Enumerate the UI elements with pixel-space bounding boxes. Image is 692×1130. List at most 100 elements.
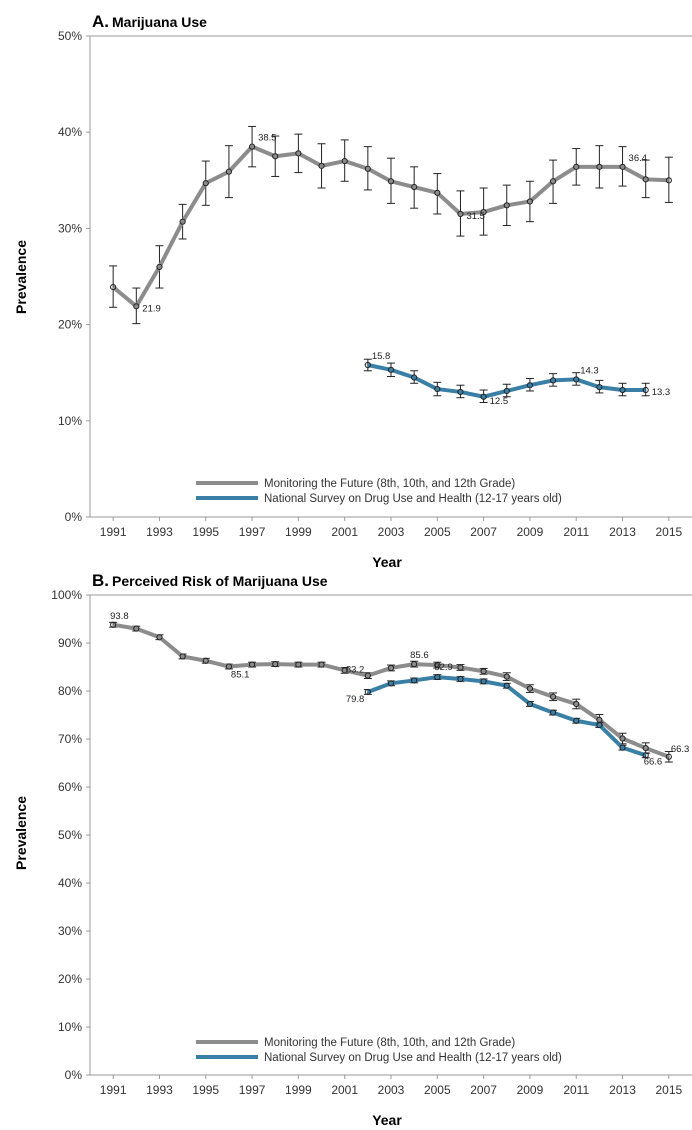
panel-b-y-tick-label: 100% xyxy=(51,588,82,602)
panel-a-letter: A. xyxy=(92,12,109,31)
panel-a-x-tick-label: 2001 xyxy=(331,525,358,539)
panel-a-mtf-data-point xyxy=(133,303,140,310)
panel-b-y-tick-label: 80% xyxy=(58,684,82,698)
panel-b-x-axis-title: Year xyxy=(372,1112,402,1128)
panel-b-legend: Monitoring the Future (8th, 10th, and 12… xyxy=(196,1037,562,1064)
panel-a-data-label: 21.9 xyxy=(142,303,161,314)
panel-a-mtf-data-point xyxy=(549,178,557,185)
panel-b-nsduh-series-line xyxy=(367,675,647,758)
panel-a-mtf-data-point xyxy=(156,263,163,270)
panel-a-x-tick-label: 1993 xyxy=(146,525,173,539)
panel-b-nsduh-data-point xyxy=(387,680,395,687)
panel-a-title: Marijuana Use xyxy=(112,14,207,30)
panel-b-data-label: 66.6 xyxy=(644,756,663,767)
panel-a-mtf-data-point xyxy=(457,210,464,218)
panel-b-y-tick-label: 50% xyxy=(58,828,82,842)
panel-b-mtf-data-point xyxy=(295,661,302,668)
panel-a-data-label: 13.3 xyxy=(652,387,671,398)
panel-b-y-tick-label: 10% xyxy=(58,1020,82,1034)
panel-b-mtf-data-point xyxy=(434,661,441,669)
panel-a-nsduh-data-point xyxy=(457,388,464,396)
panel-a-x-tick-label: 2005 xyxy=(424,525,451,539)
panel-a-data-label: 31.5 xyxy=(466,211,485,222)
panel-b-letter: B. xyxy=(92,571,109,590)
panel-b-nsduh-data-point xyxy=(596,721,603,729)
panel-a-mtf-data-point xyxy=(387,178,395,185)
panel-a-y-axis-title: Prevalence xyxy=(13,240,29,314)
panel-a-mtf-data-point xyxy=(503,202,510,209)
panel-a-mtf-series-line xyxy=(111,144,669,309)
panel-a-nsduh-data-point xyxy=(619,386,626,394)
panel-b-mtf-data-point xyxy=(619,735,626,742)
panel-a-data-label: 38.5 xyxy=(258,133,277,144)
panel-a-legend-nsduh-label: National Survey on Drug Use and Health (… xyxy=(264,493,562,505)
panel-b-mtf-data-point xyxy=(272,661,279,668)
panel-b-x-tick-label: 1995 xyxy=(192,1083,219,1097)
panel-b-mtf-data-point xyxy=(341,667,348,674)
panel-a-data-label: 36.4 xyxy=(629,153,648,164)
panel-b-data-label: 93.8 xyxy=(110,611,128,622)
panel-b-mtf-data-point xyxy=(202,657,209,664)
panel-a-y-tick-label: 0% xyxy=(65,510,83,524)
panel-b-plot-area: 0% 10% 20% 30% 40% 50% 60% 70% 80% 90% 100% 1991 199… xyxy=(51,588,692,1097)
panel-a-nsduh-series-line xyxy=(367,363,646,399)
panel-a-x-tick-label: 1997 xyxy=(239,525,266,539)
panel-b-mtf-data-point xyxy=(318,661,325,668)
panel-b-perceived-risk: B. Perceived Risk of Marijuana Use 0% 10%… xyxy=(13,571,692,1128)
panel-b-mtf-data-point xyxy=(110,621,117,628)
panel-a-x-tick-label: 2011 xyxy=(563,525,589,539)
panel-a-nsduh-data-point xyxy=(549,377,557,384)
panel-a-x-tick-label: 2013 xyxy=(609,525,636,539)
panel-a-nsduh-data-point xyxy=(364,361,371,369)
panel-a-mtf-data-point xyxy=(110,283,117,291)
panel-b-x-tick-label: 2003 xyxy=(378,1083,405,1097)
panel-a-mtf-data-point xyxy=(341,157,348,165)
panel-a-nsduh-data-point xyxy=(434,385,441,393)
panel-b-legend-mtf-label: Monitoring the Future (8th, 10th, and 12… xyxy=(264,1037,515,1049)
panel-b-x-tick-label: 2015 xyxy=(655,1083,682,1097)
panel-a-marijuana-use: A. Marijuana Use 0% 10% 20% 30% 40% 50% 1991 19… xyxy=(13,12,692,570)
panel-a-x-tick-label: 2007 xyxy=(470,525,497,539)
panel-b-y-tick-label: 70% xyxy=(58,732,82,746)
panel-a-nsduh-data-point xyxy=(573,376,580,383)
panel-b-data-label: 66.3 xyxy=(671,744,690,755)
panel-b-nsduh-data-point xyxy=(619,744,626,751)
panel-b-title: Perceived Risk of Marijuana Use xyxy=(112,573,328,589)
panel-b-y-tick-label: 30% xyxy=(58,924,82,938)
panel-b-data-label: 85.1 xyxy=(231,670,250,681)
panel-b-y-axis-title: Prevalence xyxy=(13,796,29,870)
panel-b-mtf-data-point xyxy=(179,653,186,660)
panel-a-nsduh-data-point xyxy=(526,382,534,389)
panel-b-data-label: 82.9 xyxy=(434,662,453,673)
panel-a-mtf-data-point xyxy=(480,208,487,216)
panel-b-data-label: 85.6 xyxy=(410,650,429,661)
panel-b-mtf-data-point xyxy=(573,700,580,708)
panel-b-mtf-data-point xyxy=(526,685,534,692)
panel-b-x-tick-label: 2009 xyxy=(517,1083,544,1097)
panel-b-x-tick-label: 2011 xyxy=(563,1083,589,1097)
panel-a-x-tick-label: 1999 xyxy=(285,525,312,539)
panel-b-nsduh-data-point xyxy=(411,677,418,684)
panel-b-nsduh-data-point xyxy=(549,709,557,716)
panel-b-mtf-data-point xyxy=(133,625,140,632)
panel-a-x-tick-label: 2003 xyxy=(378,525,405,539)
panel-b-x-tick-label: 2013 xyxy=(609,1083,636,1097)
panel-b-data-label: 83.2 xyxy=(346,665,365,676)
panel-b-x-tick-label: 2005 xyxy=(424,1083,451,1097)
panel-b-y-tick-label: 40% xyxy=(58,876,82,890)
panel-b-x-tick-label: 1991 xyxy=(100,1083,127,1097)
panel-b-mtf-data-point xyxy=(549,693,557,700)
panel-a-y-tick-label: 20% xyxy=(58,318,82,332)
panel-a-mtf-error-bar xyxy=(109,265,118,308)
panel-a-y-tick-label: 10% xyxy=(58,414,82,428)
panel-b-y-tick-label: 60% xyxy=(58,780,82,794)
panel-a-y-tick-label: 50% xyxy=(58,29,82,43)
panel-a-mtf-data-point xyxy=(295,150,302,157)
panel-b-legend-nsduh-label: National Survey on Drug Use and Health (… xyxy=(264,1052,562,1064)
panel-b-mtf-data-point xyxy=(457,664,464,671)
panel-a-y-tick-label: 40% xyxy=(58,125,82,139)
panel-a-mtf-data-point xyxy=(619,163,626,170)
panel-b-y-tick-label: 90% xyxy=(58,636,82,650)
panel-b-nsduh-data-point xyxy=(457,675,464,683)
panel-a-mtf-data-point xyxy=(272,153,279,160)
